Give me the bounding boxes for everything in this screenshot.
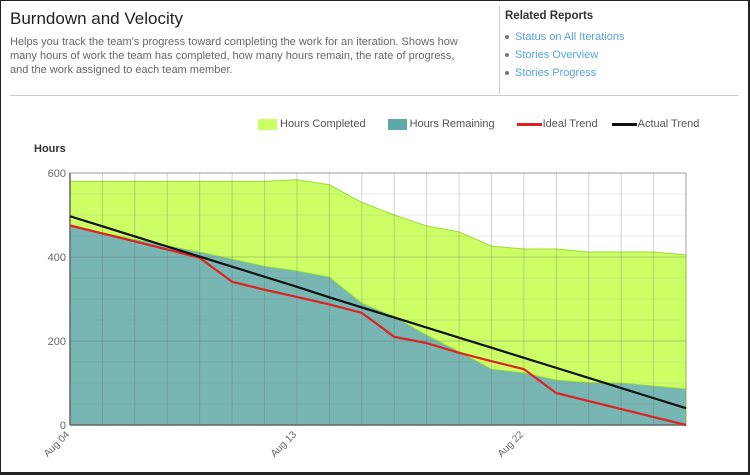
report-description: Helps you track the team's progress towa… — [10, 36, 458, 76]
legend-swatch — [387, 118, 407, 130]
related-link-stories-overview[interactable]: Stories Overview — [505, 46, 624, 64]
divider — [499, 6, 500, 94]
legend-item-remaining: Hours Remaining — [387, 118, 495, 130]
page-title: Burndown and Velocity — [10, 9, 183, 28]
related-link-stories-progress[interactable]: Stories Progress — [505, 64, 624, 82]
y-axis-label: Hours — [34, 143, 66, 155]
y-tick-label: 600 — [48, 168, 66, 180]
legend-line — [516, 122, 542, 126]
y-tick-label: 400 — [48, 252, 66, 264]
y-tick-label: 200 — [48, 336, 66, 348]
link-label[interactable]: Stories Overview — [515, 49, 599, 61]
legend-item-completed: Hours Completed — [258, 118, 366, 130]
legend-label: Ideal Trend — [542, 118, 598, 130]
bullet-icon — [505, 71, 509, 76]
bullet-icon — [505, 35, 509, 40]
x-tick-label: Aug 04 — [42, 429, 72, 459]
legend-line — [611, 122, 637, 126]
related-reports-title: Related Reports — [505, 10, 594, 22]
legend-label: Actual Trend — [637, 118, 700, 130]
x-tick-label: Aug 22 — [496, 429, 526, 459]
link-label[interactable]: Status on All Iterations — [515, 31, 625, 43]
x-tick-label: Aug 13 — [269, 429, 299, 459]
legend-label: Hours Completed — [280, 118, 366, 130]
legend-swatch — [258, 118, 277, 130]
y-tick-label: 0 — [60, 420, 66, 432]
divider — [10, 95, 738, 96]
link-label[interactable]: Stories Progress — [515, 67, 597, 79]
legend-label: Hours Remaining — [409, 118, 495, 130]
legend-item-actual: Actual Trend — [611, 118, 700, 130]
bullet-icon — [505, 53, 509, 58]
related-link-status-all-iterations[interactable]: Status on All Iterations — [505, 28, 624, 46]
related-reports: Related Reports Status on All Iterations… — [505, 10, 624, 82]
legend-item-ideal: Ideal Trend — [516, 118, 598, 130]
chart-legend: Hours Completed Hours Remaining Ideal Tr… — [258, 118, 721, 130]
line-actual-trend — [69, 215, 687, 410]
line-ideal-trend — [69, 224, 687, 427]
